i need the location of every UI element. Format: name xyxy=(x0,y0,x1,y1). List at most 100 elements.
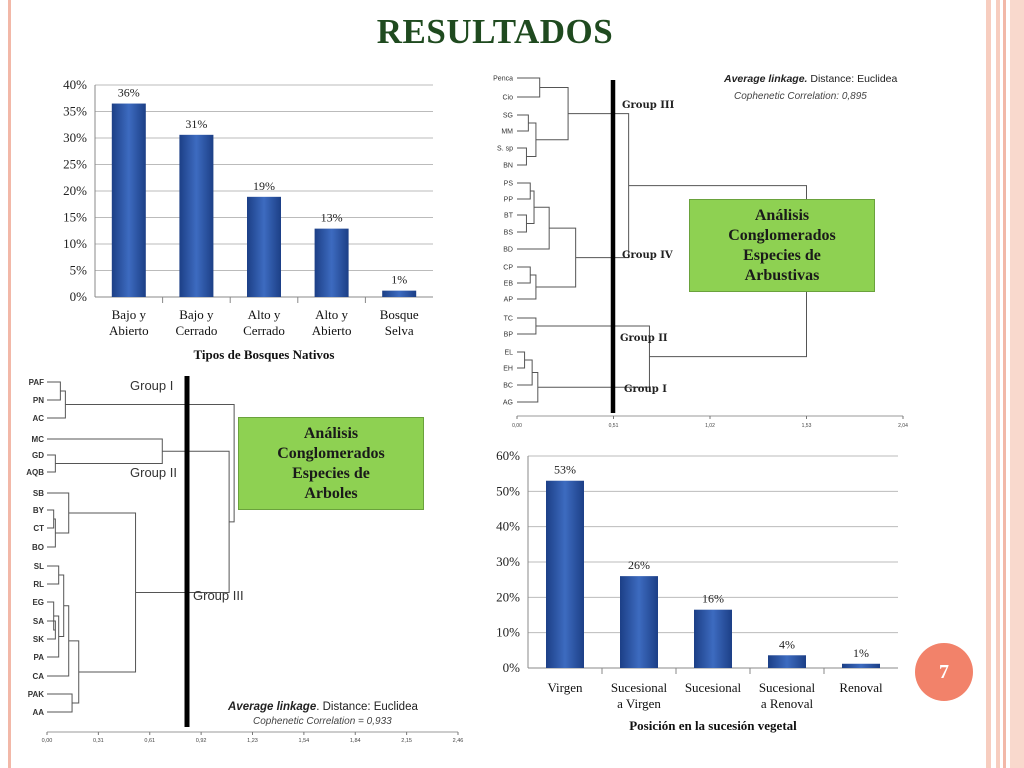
leaf-label: BY xyxy=(33,506,45,515)
leaf-label: BT xyxy=(504,213,514,220)
page-number: 7 xyxy=(915,643,973,701)
y-tick-label: 0% xyxy=(503,660,521,675)
dendro-tick-label: 1,54 xyxy=(299,738,310,744)
dendro-tick-label: 0,31 xyxy=(93,738,104,744)
x-tick-label: Abierto xyxy=(312,323,352,338)
leaf-label: PP xyxy=(504,197,514,204)
y-tick-label: 10% xyxy=(496,625,520,640)
x-tick-label: Sucesional xyxy=(685,680,742,695)
bar xyxy=(247,196,281,297)
dendro-link xyxy=(47,381,61,401)
dendro-tick-label: 2,15 xyxy=(401,738,412,744)
leaf-label: BO xyxy=(32,543,44,552)
bar xyxy=(768,655,806,668)
leaf-label: TC xyxy=(504,316,513,323)
dendro-link xyxy=(47,615,60,658)
leaf-label: SL xyxy=(34,562,44,571)
data-label: 13% xyxy=(321,211,343,225)
leaf-label: EH xyxy=(503,366,513,373)
bar xyxy=(179,134,214,297)
box-analisis-arbustivas: Análisis Conglomerados Especies de Arbustiv… xyxy=(689,199,875,292)
leaf-label: EB xyxy=(504,281,514,288)
leaf-label: PAK xyxy=(28,690,45,699)
leaf-label: S. sp xyxy=(497,146,513,153)
leaf-label: CA xyxy=(32,672,44,681)
group-label: Group III xyxy=(193,588,244,603)
y-tick-label: 10% xyxy=(63,236,87,251)
right-stripe xyxy=(986,0,991,768)
right-stripe-3 xyxy=(1010,0,1024,768)
dendro-link xyxy=(58,574,65,637)
leaf-label: AC xyxy=(32,414,44,423)
leaf-label: PA xyxy=(33,653,44,662)
dendro-tick-label: 1,84 xyxy=(350,738,361,744)
dendro-link xyxy=(65,404,235,523)
bar xyxy=(314,228,349,297)
dendro-tick-label: 0,00 xyxy=(512,423,522,429)
dendro-link xyxy=(47,454,56,473)
dendro-tick-label: 1,23 xyxy=(247,738,258,744)
dendro-link xyxy=(47,492,70,534)
y-tick-label: 25% xyxy=(63,157,87,172)
bar xyxy=(111,103,146,297)
leaf-label: EL xyxy=(504,350,513,357)
bar xyxy=(620,576,658,668)
group-label: Group II xyxy=(620,333,668,344)
leaf-label: Cio xyxy=(502,95,513,102)
bar xyxy=(546,480,584,668)
x-axis-title: Tipos de Bosques Nativos xyxy=(194,347,335,362)
leaf-label: PN xyxy=(33,396,44,405)
x-tick-label: a Renoval xyxy=(761,696,814,711)
bar xyxy=(694,609,732,668)
dendro-tick-label: 0,00 xyxy=(42,738,53,744)
group-label: Group IV xyxy=(622,250,673,261)
data-label: 31% xyxy=(185,117,207,131)
leaf-label: BC xyxy=(503,383,513,390)
box-analisis-arboles: Análisis Conglomerados Especies de Arboles xyxy=(238,417,424,510)
y-tick-label: 0% xyxy=(70,289,88,304)
leaf-label: BN xyxy=(503,163,513,170)
leaf-label: EG xyxy=(32,598,44,607)
leaf-label: BP xyxy=(504,332,514,339)
data-label: 19% xyxy=(253,179,275,193)
group-label: Group II xyxy=(130,465,177,480)
group-label: Group I xyxy=(624,384,667,395)
x-tick-label: Bajo y xyxy=(179,307,214,322)
leaf-label: CP xyxy=(503,265,513,272)
dendro-tick-label: 0,92 xyxy=(196,738,207,744)
dendro-tick-label: 2,04 xyxy=(898,423,908,429)
data-label: 53% xyxy=(554,463,576,477)
x-tick-label: Cerrado xyxy=(175,323,217,338)
leaf-label: PAF xyxy=(29,378,45,387)
y-tick-label: 20% xyxy=(496,589,520,604)
box-line: Arbustivas xyxy=(744,266,820,284)
y-tick-label: 20% xyxy=(63,183,87,198)
y-tick-label: 5% xyxy=(70,263,88,278)
y-tick-label: 35% xyxy=(63,104,87,119)
y-tick-label: 50% xyxy=(496,483,520,498)
x-tick-label: Abierto xyxy=(109,323,149,338)
data-label: 4% xyxy=(779,637,795,651)
dendro-tick-label: 1,53 xyxy=(802,423,812,429)
x-tick-label: Virgen xyxy=(547,680,583,695)
dendro-link xyxy=(47,509,55,529)
x-tick-label: Sucesional xyxy=(759,680,816,695)
data-label: 36% xyxy=(118,86,140,100)
data-label: 26% xyxy=(628,558,650,572)
x-tick-label: Alto y xyxy=(248,307,281,322)
cophenetic-note: Cophenetic Correlation: 0,895 xyxy=(734,91,867,102)
leaf-label: SK xyxy=(33,635,44,644)
dendro-link xyxy=(47,565,60,585)
x-tick-label: Selva xyxy=(385,323,414,338)
dendro-tick-label: 0,61 xyxy=(144,738,155,744)
page-title: RESULTADOS xyxy=(376,12,614,51)
x-tick-label: Bajo y xyxy=(112,307,147,322)
box-text: Análisis Conglomerados Especies de Arbustiv… xyxy=(728,206,836,286)
dendro-link xyxy=(47,438,163,464)
bar xyxy=(382,290,417,297)
box-line: Especies de xyxy=(743,246,821,264)
x-tick-label: a Virgen xyxy=(617,696,661,711)
dendro-link xyxy=(47,390,66,419)
